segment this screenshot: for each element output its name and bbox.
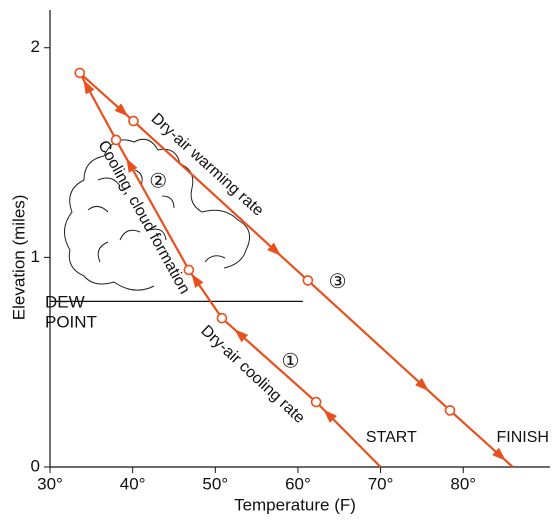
annotation: ① [282,349,300,373]
annotation: Dry-air cooling rate [197,322,308,427]
arrowhead [83,79,95,95]
x-tick-label: 80° [450,474,476,493]
point-marker [74,67,86,79]
x-tick-label: 30° [37,474,63,493]
dew-point-label: POINT [45,312,97,331]
line [78,72,514,468]
annotation: FINISH [497,429,549,446]
y-tick-label: 1 [31,247,40,266]
arrowhead [114,103,129,117]
y-tick-label: 0 [31,456,40,475]
x-tick-label: 70° [368,474,394,493]
point-marker [128,115,139,127]
arrowhead [126,158,138,173]
y-tick-label: 2 [31,37,40,56]
x-tick-label: 40° [120,474,146,493]
arrowhead [415,377,429,392]
arrowhead [267,242,281,256]
annotation: Dry-air warming rate [148,110,267,220]
arrowhead [234,329,249,343]
annotation: ③ [329,269,347,293]
point-marker [444,405,456,416]
point-marker [110,134,122,146]
x-tick-label: 50° [202,474,228,493]
arrowhead [492,447,506,461]
y-axis-label: Elevation (miles) [9,195,28,321]
x-tick-label: 60° [285,474,311,493]
arrowhead [191,273,204,289]
point-marker [310,396,322,408]
cloud-illustration [64,138,251,291]
arrowhead [323,409,337,423]
annotation: ② [149,168,167,192]
point-marker [216,312,228,324]
point-marker [183,264,195,276]
annotation: START [366,429,417,446]
point-marker [302,275,314,286]
x-axis-label: Temperature (F) [234,495,356,514]
